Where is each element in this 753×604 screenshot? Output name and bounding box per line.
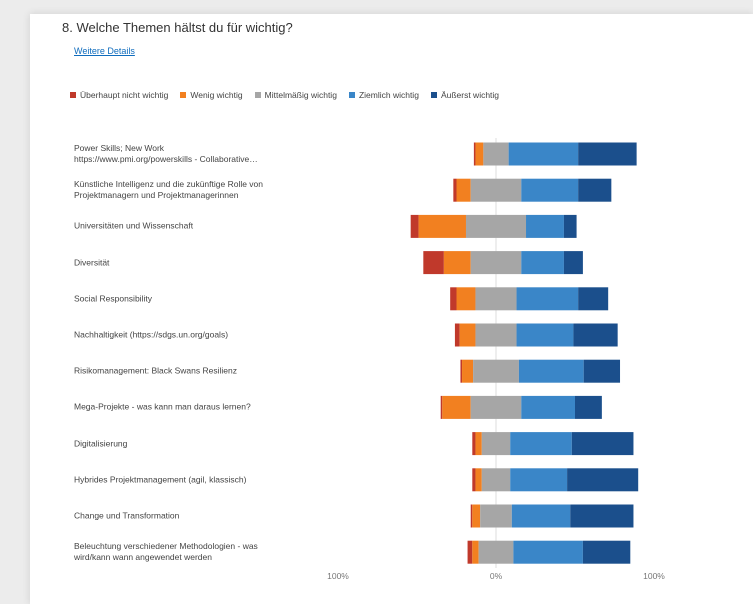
bar-segment[interactable] — [578, 287, 609, 311]
bar-segment[interactable] — [459, 323, 476, 347]
bar-segment[interactable] — [475, 323, 517, 347]
legend-swatch — [70, 92, 76, 98]
legend-label: Überhaupt nicht wichtig — [80, 90, 169, 100]
bar-segment[interactable] — [521, 251, 564, 275]
bar-segment[interactable] — [521, 178, 579, 202]
bar-segment[interactable] — [460, 359, 463, 383]
bar-segment[interactable] — [575, 395, 602, 419]
legend-swatch — [348, 92, 355, 98]
bar-segment[interactable] — [510, 468, 568, 492]
legend-label: Wenig wichtig — [190, 90, 243, 100]
chart-legend: Überhaupt nicht wichtig Wenig wichtig Mitt… — [70, 89, 499, 101]
bar-segment[interactable] — [526, 214, 564, 238]
legend-item-0[interactable]: Überhaupt nicht wichtig — [70, 90, 168, 100]
legend-item-2[interactable]: Mittelmäßig wichtig — [254, 90, 337, 100]
bar-segment[interactable] — [470, 178, 522, 202]
bar-segment[interactable] — [453, 178, 457, 202]
bar-segment[interactable] — [470, 395, 522, 419]
bar-segment[interactable] — [567, 468, 639, 492]
bar-segment[interactable] — [475, 432, 482, 456]
legend-swatch — [180, 92, 187, 98]
details-link[interactable]: Weitere Details — [74, 46, 135, 56]
x-tick-label: 100% — [643, 571, 665, 581]
bar-segment[interactable] — [440, 395, 443, 419]
bar-segment[interactable] — [510, 432, 572, 456]
bar-segment[interactable] — [516, 287, 579, 311]
bar-segment[interactable] — [518, 359, 584, 383]
bar-segment[interactable] — [475, 287, 517, 311]
bar-segment[interactable] — [516, 323, 574, 347]
bar-segment[interactable] — [467, 540, 473, 564]
legend-swatch — [430, 92, 437, 98]
bar-segment[interactable] — [473, 142, 476, 166]
bar-segment[interactable] — [473, 359, 519, 383]
bar-segment[interactable] — [521, 395, 575, 419]
legend-item-4[interactable]: Äußerst wichtig — [430, 90, 500, 100]
bar-segment[interactable] — [508, 142, 579, 166]
bar-segment[interactable] — [563, 251, 583, 275]
bar-segment[interactable] — [478, 540, 514, 564]
bar-segment[interactable] — [570, 504, 634, 528]
bar-segment[interactable] — [443, 251, 471, 275]
bar-segment[interactable] — [563, 214, 577, 238]
bar-segment[interactable] — [571, 432, 634, 456]
bar-segment[interactable] — [483, 142, 509, 166]
bar-segment[interactable] — [578, 142, 637, 166]
legend-label: Mittelmäßig wichtig — [264, 90, 337, 100]
legend-label: Ziemlich wichtig — [358, 90, 419, 100]
bar-segment[interactable] — [470, 504, 473, 528]
bar-segment[interactable] — [470, 251, 522, 275]
bar-segment[interactable] — [481, 468, 511, 492]
bar-segment[interactable] — [465, 214, 527, 238]
bar-segment[interactable] — [462, 359, 474, 383]
bar-segment[interactable] — [578, 178, 612, 202]
question-title: 8. Welche Themen hältst du für wichtig? — [62, 20, 293, 35]
legend-item-1[interactable]: Wenig wichtig — [180, 90, 243, 100]
bar-segment[interactable] — [442, 395, 471, 419]
bar-segment[interactable] — [475, 142, 484, 166]
bar-segment[interactable] — [513, 540, 583, 564]
bar-segment[interactable] — [456, 178, 471, 202]
bar-segment[interactable] — [450, 287, 457, 311]
bar-segment[interactable] — [511, 504, 571, 528]
bar-segment[interactable] — [410, 214, 419, 238]
legend-swatch — [254, 92, 261, 98]
legend-label: Äußerst wichtig — [440, 90, 500, 100]
x-tick-label: 100% — [327, 571, 349, 581]
x-tick-label: 0% — [490, 571, 503, 581]
bar-segment[interactable] — [475, 468, 482, 492]
bar-segment[interactable] — [481, 432, 511, 456]
bar-segment[interactable] — [480, 504, 512, 528]
bar-segment[interactable] — [456, 287, 476, 311]
bar-segment[interactable] — [573, 323, 618, 347]
bar-segment[interactable] — [472, 468, 476, 492]
bar-segment[interactable] — [418, 214, 466, 238]
bar-segment[interactable] — [423, 251, 444, 275]
bar-segment[interactable] — [472, 432, 476, 456]
legend-item-3[interactable]: Ziemlich wichtig — [348, 90, 419, 100]
bar-segment[interactable] — [583, 359, 621, 383]
bar-segment[interactable] — [472, 504, 481, 528]
bar-segment[interactable] — [582, 540, 631, 564]
bar-segment[interactable] — [472, 540, 479, 564]
bar-segment[interactable] — [454, 323, 460, 347]
